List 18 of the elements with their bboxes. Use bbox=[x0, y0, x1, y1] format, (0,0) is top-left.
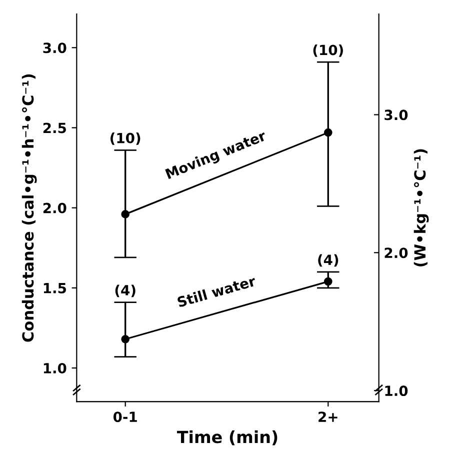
y2-tick-label: 2.0 bbox=[384, 248, 408, 258]
annotation: (4) bbox=[318, 254, 338, 267]
y2-tick-label: 1.0 bbox=[385, 386, 408, 396]
annotation: (10) bbox=[110, 132, 140, 145]
x-axis-title: Time (min) bbox=[176, 430, 278, 446]
y-tick-label: 2.5 bbox=[43, 122, 66, 134]
y-tick-label: 1.0 bbox=[44, 362, 66, 374]
y2-axis-title: (W•kg⁻¹•°C⁻¹) bbox=[414, 149, 429, 266]
annotation: (10) bbox=[313, 44, 343, 57]
text: Still water bbox=[176, 275, 257, 308]
annotation: (4) bbox=[115, 284, 136, 298]
y-tick-label: 1.5 bbox=[44, 283, 66, 294]
y-tick-label: 3.0 bbox=[43, 42, 66, 54]
x-tick-label: 0-1 bbox=[113, 412, 137, 422]
x-tick-label: 2+ bbox=[318, 412, 338, 422]
y-axis-title: Conductance (cal•g⁻¹•h⁻¹•°C⁻¹) bbox=[22, 74, 37, 342]
y2-tick-label: 3.0 bbox=[384, 110, 408, 120]
y-tick-label: 2.0 bbox=[43, 202, 66, 214]
